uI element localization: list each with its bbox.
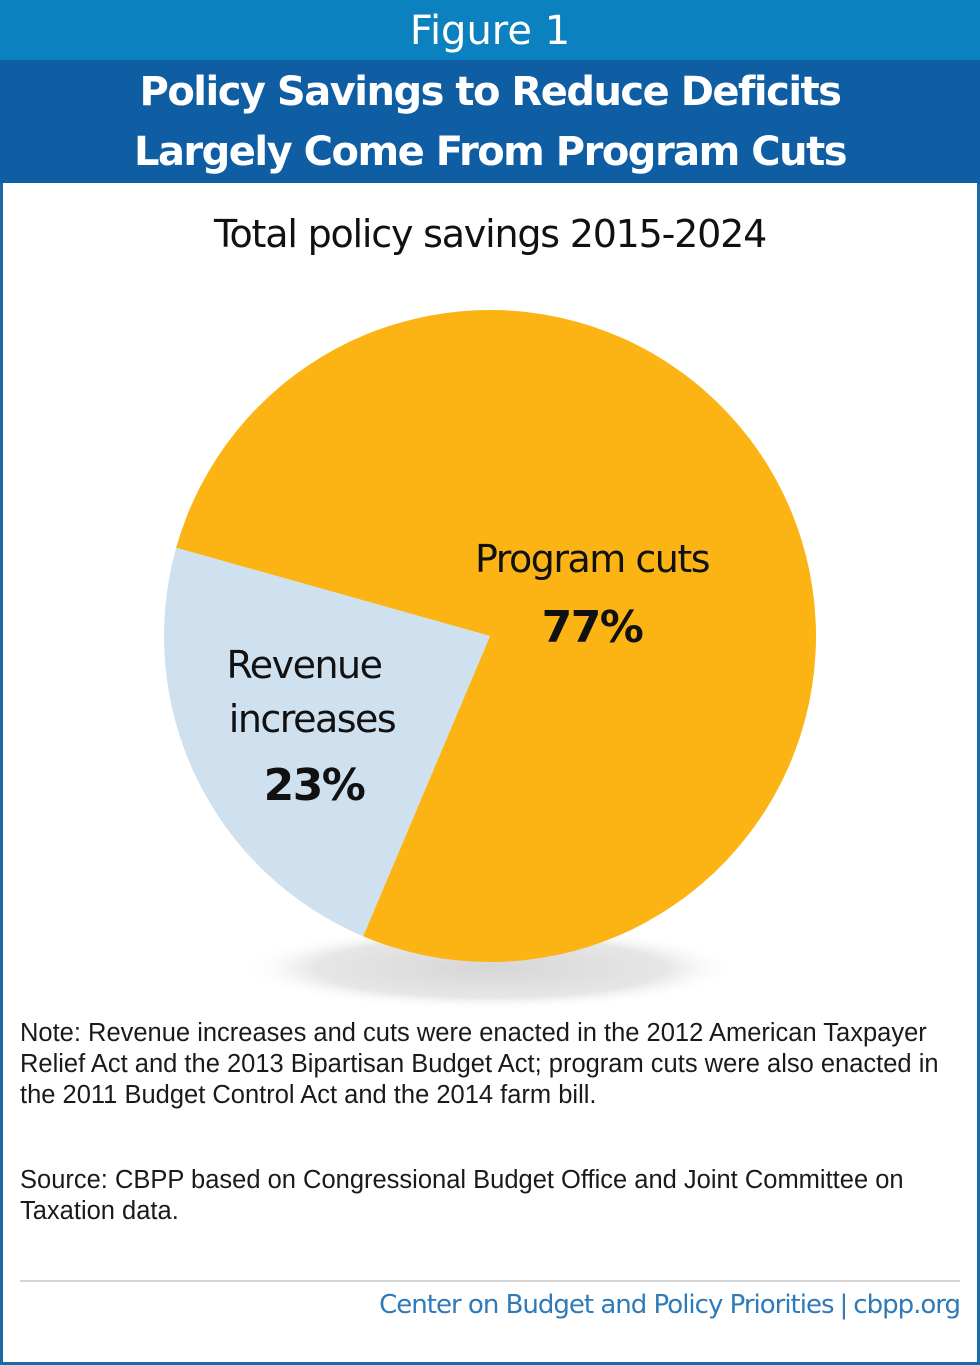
pie-slices (163, 309, 817, 962)
chart-note: Note: Revenue increases and cuts were en… (20, 1019, 939, 1109)
pie-chart: Program cuts 77% Revenue increases 23% (163, 309, 817, 1010)
chart-source: Source: CBPP based on Congressional Budg… (20, 1166, 904, 1225)
org-name-link[interactable]: Center on Budget and Policy Priorities (379, 1290, 834, 1320)
slice-label-revenue-increases: Revenue increases 23% (227, 643, 397, 811)
figure-label: Figure 1 (0, 0, 980, 60)
program-cuts-label: Program cuts (475, 537, 709, 581)
revenue-increases-label-line-1: Revenue (227, 643, 382, 687)
chart-title-line-2: Largely Come From Program Cuts (133, 129, 848, 175)
pie-slice-program-cuts (176, 309, 817, 962)
credit-line: Center on Budget and Policy Priorities | c… (379, 1290, 961, 1320)
program-cuts-value: 77% (542, 602, 643, 653)
pie-shadow (240, 926, 740, 1010)
chart-title-band: Policy Savings to Reduce Deficits Largel… (0, 60, 980, 183)
revenue-increases-value: 23% (264, 760, 365, 811)
footer-divider (20, 1280, 960, 1282)
chart-title-line-1: Policy Savings to Reduce Deficits (139, 69, 843, 115)
credit-separator: | (839, 1290, 849, 1320)
site-link[interactable]: cbpp.org (853, 1290, 961, 1320)
slice-label-program-cuts: Program cuts 77% (475, 537, 711, 653)
revenue-increases-label-line-2: increases (229, 697, 395, 741)
chart-subtitle: Total policy savings 2015-2024 (213, 212, 767, 256)
pie-slice-revenue-increases (163, 547, 491, 937)
